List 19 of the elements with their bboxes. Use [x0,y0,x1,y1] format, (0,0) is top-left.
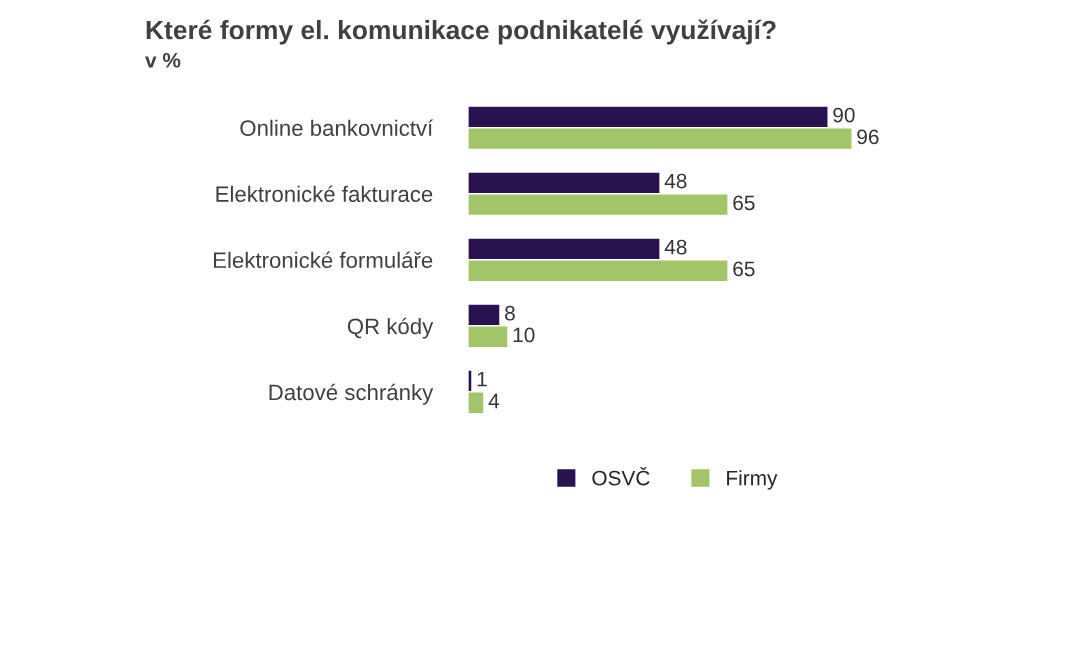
data-label: 10 [513,327,535,343]
data-label: 4 [488,393,500,409]
y-tick-label: Datové schránky [269,383,434,405]
legend-label: Firmy [727,470,778,490]
y-tick-label: QR kódy [347,317,434,339]
data-label: 65 [733,261,755,277]
text: v % [145,52,181,68]
chart-title: Které formy el. komunikace podnikatelé využívají? [146,19,776,45]
data-label: 48 [664,239,687,255]
data-label: 1 [477,372,487,387]
legend-label: OSVČ [592,467,650,486]
data-label: 65 [733,195,755,211]
y-tick-label: Elektronické formuláře [214,251,433,269]
data-label: 96 [857,129,879,145]
y-tick-label: Online bankovnictví [240,119,434,136]
data-label: 90 [833,107,855,123]
y-tick-label: Elektronické fakturace [216,185,433,203]
data-label: 48 [664,173,687,189]
data-label: 8 [505,305,515,321]
